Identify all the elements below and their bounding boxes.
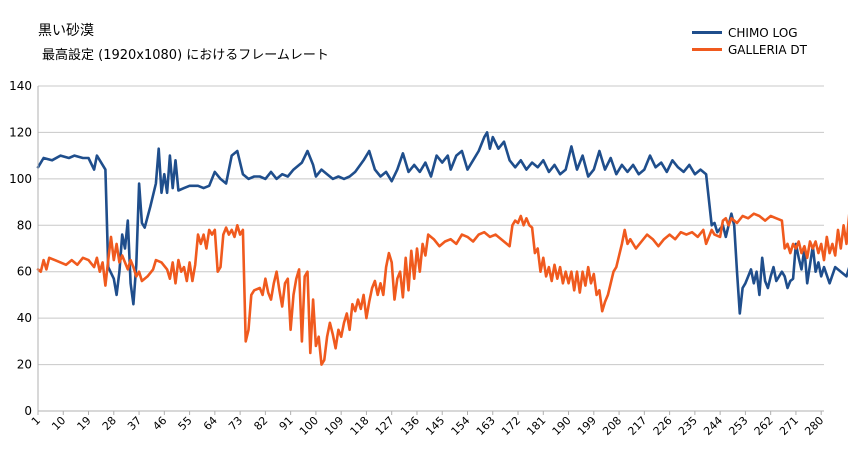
x-tick-label-262: 262: [752, 414, 776, 438]
y-tick-label-60: 60: [17, 265, 32, 279]
series-line-0: [36, 131, 848, 315]
legend-item-chimo-log: CHIMO LOG: [692, 24, 807, 41]
x-axis-ticks: 1 10 19 28 37 46 55 64 73 82 91 100 109 118 127 136 145 1…: [29, 411, 826, 438]
x-tick-label-55: 55: [176, 414, 195, 433]
y-tick-label-80: 80: [17, 218, 32, 232]
x-tick-label-217: 217: [625, 414, 649, 438]
y-axis-ticks: 0 20 40 60 80 100 120 140: [9, 79, 32, 418]
x-tick-label-235: 235: [676, 414, 700, 438]
x-tick-label-280: 280: [802, 414, 826, 438]
x-tick-label-145: 145: [423, 414, 447, 438]
x-tick-label-109: 109: [322, 414, 346, 438]
legend-swatch-chimo-log: [692, 31, 722, 34]
y-tick-label-0: 0: [24, 404, 32, 418]
x-tick-label-19: 19: [75, 414, 94, 433]
x-tick-label-163: 163: [474, 414, 498, 438]
series-line-1: [36, 212, 848, 366]
x-tick-label-172: 172: [499, 414, 523, 438]
x-tick-label-244: 244: [701, 414, 725, 438]
x-tick-label-136: 136: [398, 414, 422, 438]
series-lines: [36, 131, 848, 366]
y-tick-label-100: 100: [9, 172, 32, 186]
y-tick-label-120: 120: [9, 125, 32, 139]
x-tick-label-73: 73: [226, 414, 245, 433]
x-tick-label-37: 37: [125, 414, 144, 433]
legend-item-galleria-dt: GALLERIA DT: [692, 41, 807, 58]
x-tick-label-46: 46: [150, 414, 169, 433]
x-tick-label-91: 91: [277, 414, 296, 433]
x-tick-label-253: 253: [726, 414, 750, 438]
x-tick-label-127: 127: [373, 414, 397, 438]
legend-label-galleria-dt: GALLERIA DT: [728, 42, 807, 57]
x-tick-label-208: 208: [600, 414, 624, 438]
x-tick-label-154: 154: [449, 414, 473, 438]
chart-subtitle: 最高設定 (1920x1080) におけるフレームレート: [42, 48, 329, 63]
x-tick-label-100: 100: [297, 414, 321, 438]
x-tick-label-10: 10: [49, 414, 68, 433]
grid-lines: [38, 85, 824, 412]
y-tick-label-40: 40: [17, 311, 32, 325]
x-tick-label-226: 226: [651, 414, 675, 438]
x-tick-label-64: 64: [201, 414, 220, 433]
x-tick-label-271: 271: [777, 414, 801, 438]
x-tick-label-82: 82: [251, 414, 270, 433]
x-tick-label-199: 199: [575, 414, 599, 438]
legend-swatch-galleria-dt: [692, 48, 722, 51]
x-tick-label-1: 1: [29, 414, 43, 428]
chart-legend: CHIMO LOG GALLERIA DT: [692, 24, 807, 58]
x-tick-label-28: 28: [100, 414, 119, 433]
chart-title: 黒い砂漠: [38, 23, 94, 39]
y-tick-label-20: 20: [17, 358, 32, 372]
x-tick-label-118: 118: [348, 414, 372, 438]
y-tick-label-140: 140: [9, 79, 32, 93]
x-tick-label-181: 181: [524, 414, 548, 438]
x-tick-label-190: 190: [550, 414, 574, 438]
legend-label-chimo-log: CHIMO LOG: [728, 25, 798, 40]
